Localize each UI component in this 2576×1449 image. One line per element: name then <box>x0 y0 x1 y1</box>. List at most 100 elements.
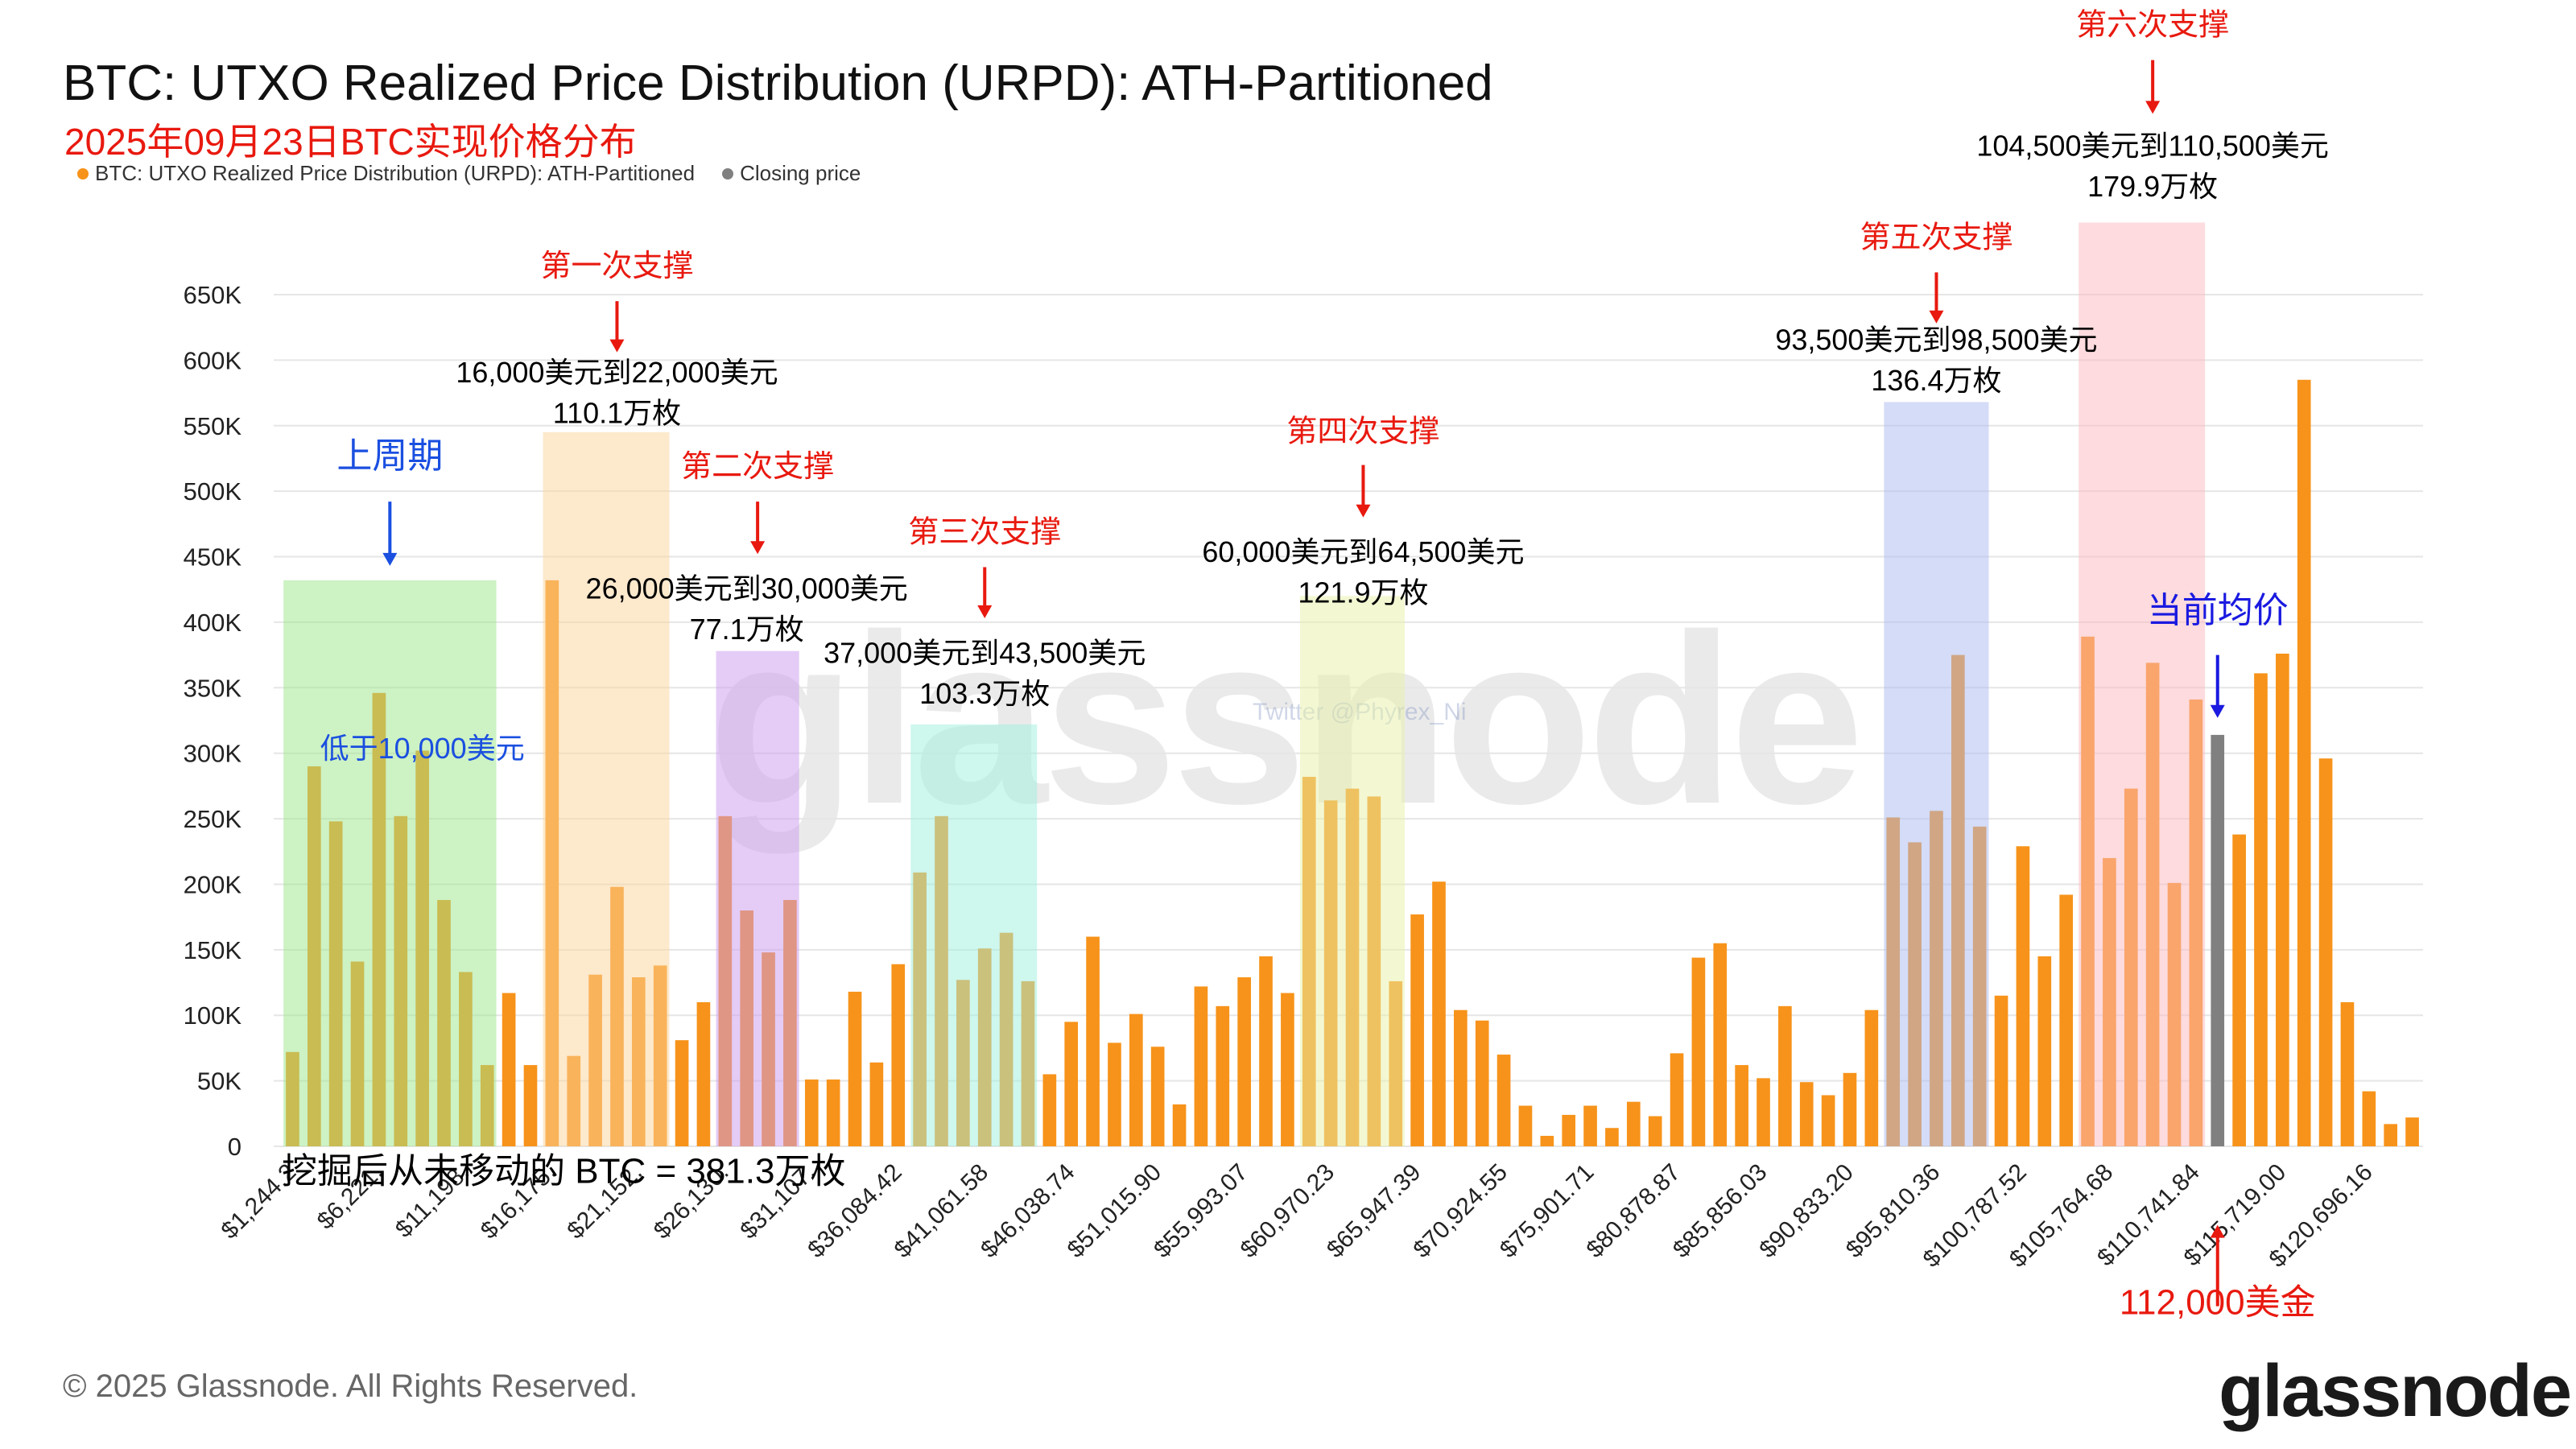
annotation-label: 136.4万枚 <box>1871 364 2001 397</box>
legend-label-closing-price: Closing price <box>740 161 861 185</box>
copyright-footer: © 2025 Glassnode. All Rights Reserved. <box>63 1368 638 1404</box>
annotation-label: 16,000美元到22,000美元 <box>456 356 778 389</box>
support-region <box>1299 596 1406 1146</box>
urpd-bar <box>1259 956 1273 1146</box>
watermark: glassnode <box>708 584 1864 854</box>
legend-swatch-urpd <box>77 167 89 180</box>
urpd-bar <box>2405 1117 2419 1146</box>
annotation-arrowhead <box>1929 310 1944 324</box>
urpd-bar <box>1475 1020 1489 1146</box>
urpd-bar <box>2340 1001 2355 1146</box>
urpd-bar <box>1843 1072 1857 1146</box>
urpd-bar <box>1540 1135 1554 1146</box>
annotation-arrowhead <box>382 552 398 566</box>
support-region <box>543 431 670 1146</box>
annotation-label: 当前均价 <box>2147 591 2289 630</box>
legend-label-urpd: BTC: UTXO Realized Price Distribution (U… <box>95 161 696 185</box>
urpd-bar <box>2016 846 2030 1146</box>
urpd-bar <box>2384 1124 2398 1146</box>
urpd-bar <box>1237 977 1251 1146</box>
urpd-bar <box>1042 1074 1057 1146</box>
annotation-label: 第一次支撑 <box>540 250 693 283</box>
urpd-bar <box>1626 1101 1641 1146</box>
annotation-arrowhead <box>977 605 993 619</box>
urpd-bar <box>891 964 906 1146</box>
urpd-bar <box>1281 993 1294 1146</box>
urpd-bar <box>1064 1022 1079 1146</box>
annotation-arrowhead <box>609 339 625 353</box>
annotation-label: 93,500美元到98,500美元 <box>1775 323 2097 356</box>
annotation-label: 103.3万枚 <box>919 677 1050 710</box>
annotation-arrowhead <box>2210 704 2225 718</box>
support-region <box>910 724 1038 1146</box>
y-tick-label: 650K <box>184 281 242 309</box>
annotation-label: 上周期 <box>336 436 443 476</box>
y-tick-label: 250K <box>184 805 242 833</box>
y-tick-label: 450K <box>184 543 242 572</box>
annotation-label: 低于10,000美元 <box>320 732 525 765</box>
urpd-bar <box>1778 1005 1792 1146</box>
urpd-bar <box>826 1079 840 1146</box>
annotation-label: 112,000美金 <box>2120 1282 2316 1322</box>
y-tick-label: 50K <box>197 1067 242 1096</box>
urpd-bar <box>1648 1116 1662 1146</box>
y-tick-label: 150K <box>184 936 242 964</box>
legend-item-urpd[interactable]: BTC: UTXO Realized Price Distribution (U… <box>77 161 695 186</box>
urpd-bar <box>1410 914 1424 1146</box>
urpd-bar <box>1129 1013 1143 1146</box>
urpd-bar <box>2362 1091 2376 1146</box>
urpd-bar <box>1216 1005 1230 1146</box>
urpd-bar <box>1432 881 1446 1146</box>
chart-title: BTC: UTXO Realized Price Distribution (U… <box>63 56 1493 111</box>
annotation-label: 挖掘后从未移动的 BTC = 381.3万枚 <box>282 1152 845 1191</box>
urpd-bar <box>502 993 516 1146</box>
urpd-bar <box>1691 957 1706 1146</box>
urpd-bar <box>1864 1009 1879 1146</box>
y-tick-label: 300K <box>184 740 242 768</box>
urpd-bar <box>2059 894 2073 1146</box>
chart-legend: BTC: UTXO Realized Price Distribution (U… <box>77 161 888 186</box>
urpd-bar <box>1799 1082 1814 1146</box>
y-tick-label: 350K <box>184 674 242 702</box>
urpd-bar <box>675 1040 689 1146</box>
annotation-label: 60,000美元到64,500美元 <box>1202 535 1524 568</box>
urpd-bar <box>1713 943 1728 1146</box>
support-region <box>2079 222 2206 1146</box>
urpd-bar <box>1605 1128 1619 1146</box>
urpd-bar <box>2297 379 2311 1146</box>
urpd-bar <box>869 1062 884 1146</box>
support-region <box>283 580 497 1146</box>
urpd-bar <box>2276 653 2289 1146</box>
annotation-arrowhead <box>2210 1224 2225 1238</box>
annotation-arrowhead <box>2145 101 2161 114</box>
urpd-bar <box>1735 1065 1748 1146</box>
y-tick-label: 100K <box>184 1001 242 1030</box>
annotation-label: 26,000美元到30,000美元 <box>586 572 908 605</box>
y-tick-label: 400K <box>184 609 242 637</box>
annotation-label: 第六次支撑 <box>2076 9 2229 43</box>
annotation-label: 179.9万枚 <box>2087 170 2218 203</box>
y-tick-label: 550K <box>184 412 242 440</box>
y-tick-label: 500K <box>184 477 242 506</box>
urpd-bar <box>1670 1053 1684 1146</box>
annotation-arrowhead <box>1356 504 1371 518</box>
glassnode-logo: glassnode <box>2219 1350 2572 1432</box>
chart-subtitle: 2025年09月23日BTC实现价格分布 <box>64 121 637 163</box>
y-tick-label: 200K <box>184 870 242 898</box>
urpd-bar <box>1454 1009 1468 1146</box>
urpd-bar <box>1496 1055 1511 1146</box>
urpd-bar <box>848 991 862 1146</box>
annotation-label: 121.9万枚 <box>1298 576 1428 609</box>
support-region <box>1884 402 1989 1146</box>
annotation-label: 第二次支撑 <box>681 450 834 484</box>
legend-item-closing-price[interactable]: Closing price <box>722 161 861 186</box>
annotation-label: 第三次支撑 <box>908 516 1061 550</box>
y-tick-label: 600K <box>184 346 242 374</box>
annotation-label: 110.1万枚 <box>553 397 681 430</box>
urpd-bar <box>2037 956 2052 1146</box>
urpd-bar <box>2254 673 2268 1146</box>
y-tick-label: 0 <box>228 1133 242 1161</box>
urpd-bar <box>696 1001 711 1146</box>
annotation-arrowhead <box>750 541 766 555</box>
urpd-bar <box>2232 834 2246 1146</box>
